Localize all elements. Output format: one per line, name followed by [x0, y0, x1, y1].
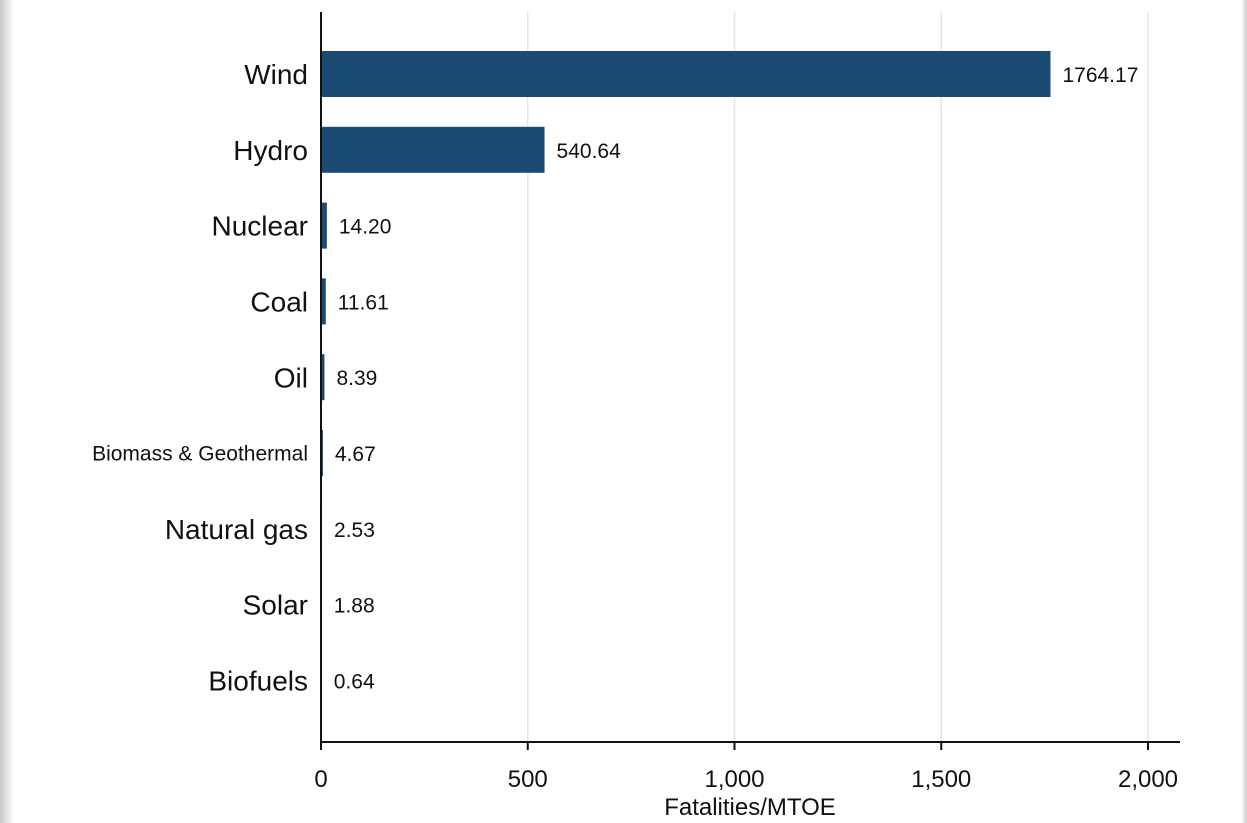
category-label: Oil	[274, 362, 308, 393]
value-label: 2.53	[334, 519, 375, 542]
value-label: 4.67	[335, 443, 376, 466]
x-tick-label: 1,000	[704, 766, 764, 793]
value-label: 11.61	[338, 291, 389, 314]
bar-oil	[321, 354, 325, 401]
category-labels: Wind Hydro Nuclear Coal Oil Biomass & Geother…	[92, 59, 308, 696]
x-tick-label: 2,000	[1118, 766, 1178, 793]
category-label: Coal	[250, 286, 308, 317]
value-label: 14.20	[339, 216, 392, 239]
category-label: Biofuels	[208, 665, 308, 696]
category-label: Wind	[244, 59, 308, 90]
x-tick-label: 500	[508, 766, 548, 793]
value-label: 0.64	[334, 670, 375, 693]
x-tick-labels: 0 500 1,000 1,500 2,000	[314, 766, 1178, 793]
value-label: 1764.17	[1062, 64, 1138, 87]
value-labels: 1764.17 540.64 14.20 11.61 8.39 4.67 2.53 1.88 0…	[334, 64, 1139, 693]
bar-wind	[321, 51, 1051, 97]
axes	[320, 12, 1180, 750]
x-tick-label: 1,500	[911, 766, 971, 793]
category-label: Biomass & Geothermal	[92, 443, 308, 466]
x-tick-label: 0	[314, 766, 327, 793]
category-label: Solar	[243, 590, 308, 621]
value-label: 1.88	[334, 595, 375, 618]
value-label: 540.64	[557, 140, 622, 163]
category-label: Hydro	[233, 135, 308, 166]
value-label: 8.39	[336, 367, 377, 390]
category-label: Nuclear	[212, 211, 308, 242]
bar-hydro	[321, 126, 545, 173]
left-edge-shadow	[0, 0, 14, 823]
bars	[321, 51, 1051, 704]
gridlines	[527, 12, 1149, 742]
bar-coal	[321, 278, 326, 325]
category-label: Natural gas	[165, 514, 308, 545]
x-axis-title: Fatalities/MTOE	[664, 794, 836, 821]
bar-nuclear	[321, 202, 327, 249]
right-edge-shadow	[1241, 0, 1247, 823]
